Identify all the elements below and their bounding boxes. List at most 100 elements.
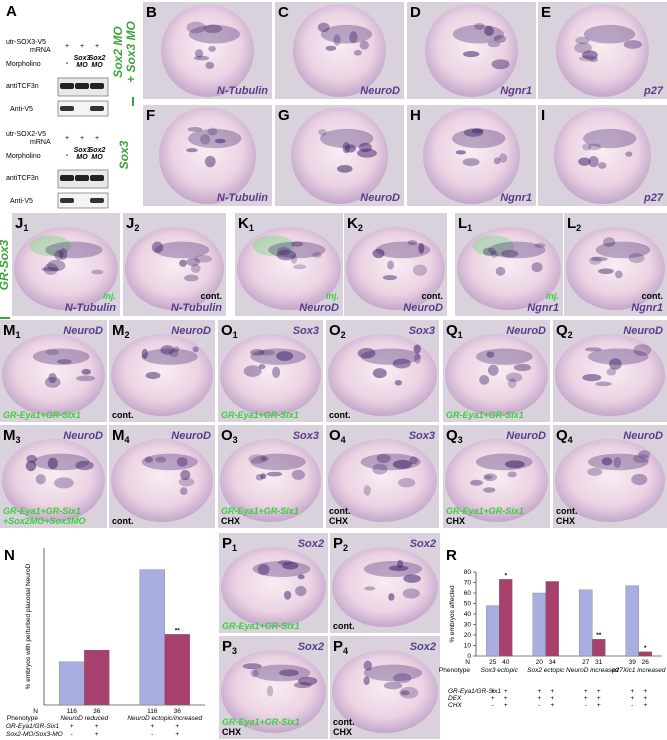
stain-spot: [297, 676, 318, 686]
stain-spot: [144, 456, 154, 463]
stain: [588, 453, 649, 471]
embryo: [555, 334, 665, 416]
panel-marker: Ngnr1: [527, 302, 559, 314]
stain-spot: [318, 129, 327, 136]
embryo: [554, 107, 651, 204]
embryo: [111, 334, 213, 416]
condition-sign: +: [175, 731, 179, 738]
panel-letter-sub: 2: [343, 543, 348, 553]
stain-spot: [587, 143, 602, 151]
panel-letter: K2: [347, 215, 363, 233]
stain-spot: [482, 247, 496, 256]
lane-label: MO: [76, 154, 88, 161]
panel-letter-sub: 4: [343, 646, 348, 656]
stain-spot: [392, 358, 411, 369]
mrna-label: utr-SOX2-V5: [6, 131, 46, 138]
stain-spot: [595, 381, 612, 387]
control-label: cont.: [112, 410, 134, 420]
embryo: [159, 107, 256, 204]
panel-letter: O4: [329, 427, 346, 445]
stain-spot: [534, 243, 546, 248]
bar: [139, 569, 165, 706]
stain-spot: [582, 373, 602, 382]
n-value: 40: [502, 659, 510, 666]
stain-spot: [186, 148, 198, 153]
stain-spot: [587, 467, 603, 476]
stain-spot: [500, 249, 519, 258]
stain-spot: [75, 460, 94, 471]
stain-spot: [531, 262, 543, 273]
stain-spot: [578, 157, 591, 166]
stain-spot: [638, 450, 651, 459]
panel-letter-sub: 1: [458, 330, 463, 340]
stain-spot: [603, 237, 616, 247]
stain-spot: [633, 344, 651, 357]
condition-sign: +: [584, 695, 588, 702]
stain-spot: [59, 248, 68, 260]
stain-spot: [259, 350, 275, 356]
stain-spot: [186, 21, 206, 34]
mrna-label: mRNA: [30, 139, 51, 146]
stain-spot: [363, 676, 370, 686]
stain-spot: [388, 593, 395, 601]
stain-spot: [169, 349, 179, 358]
stain: [188, 24, 241, 44]
stain-spot: [194, 255, 213, 263]
panel-marker: NeuroD: [360, 192, 400, 204]
bar: [499, 579, 513, 657]
stain-spot: [312, 251, 322, 258]
stain-spot: [402, 588, 420, 599]
panel-letter-sub: 1: [249, 223, 254, 233]
control-label: CHX: [446, 516, 465, 526]
stain: [320, 128, 374, 149]
stain-spot: [358, 142, 372, 153]
condition-sign: +: [537, 695, 541, 702]
stain-spot: [44, 376, 61, 388]
condition-sign: +: [643, 702, 647, 709]
panel-marker: NeuroD: [506, 430, 546, 442]
stain-spot: [359, 40, 369, 50]
stain-spot: [260, 473, 267, 480]
stain-spot: [317, 22, 330, 33]
stain-spot: [194, 49, 204, 58]
treatment-label: GR-Eya1+GR-Six1: [222, 621, 300, 631]
stain-spot: [279, 669, 299, 677]
condition-sign: +: [175, 723, 179, 730]
stain-spot: [333, 34, 341, 46]
embryo: [332, 650, 438, 733]
condition-sign: +: [504, 688, 508, 695]
panel-marker: NeuroD: [299, 302, 339, 314]
bar: [486, 605, 500, 657]
y-tick-label: 0: [467, 653, 471, 660]
n-value: 27: [582, 659, 590, 666]
stain: [320, 24, 373, 44]
stain: [268, 241, 326, 259]
stain: [488, 241, 546, 259]
stain-spot: [180, 469, 191, 481]
condition-sign: +: [70, 723, 74, 730]
embryo: [221, 547, 326, 627]
stain-spot: [243, 365, 262, 377]
panel-marker: NeuroD: [403, 302, 443, 314]
band-label: antiTCF3n: [6, 175, 39, 182]
stain-spot: [353, 49, 362, 56]
condition-sign: +: [491, 695, 495, 702]
panel-letter: A: [6, 3, 17, 20]
panel-letter: P3: [222, 638, 237, 656]
bar: [579, 589, 593, 657]
stain-spot: [584, 347, 602, 352]
lane-label: Sox3: [74, 55, 91, 62]
panel-letter-main: E: [541, 4, 551, 21]
stain-spot: [349, 31, 358, 44]
stain-spot: [372, 248, 385, 259]
mrna-sign: +: [95, 43, 99, 50]
stain-spot: [418, 242, 425, 254]
lane-label: MO: [76, 62, 88, 69]
panel-letter: H: [410, 107, 421, 124]
condition-sign: +: [537, 688, 541, 695]
lane-label: Sox3: [74, 147, 91, 154]
stain-spot: [382, 274, 398, 281]
panel-letter-main: Q: [446, 322, 458, 339]
condition-sign: +: [95, 731, 99, 738]
blot-band: [90, 198, 104, 203]
